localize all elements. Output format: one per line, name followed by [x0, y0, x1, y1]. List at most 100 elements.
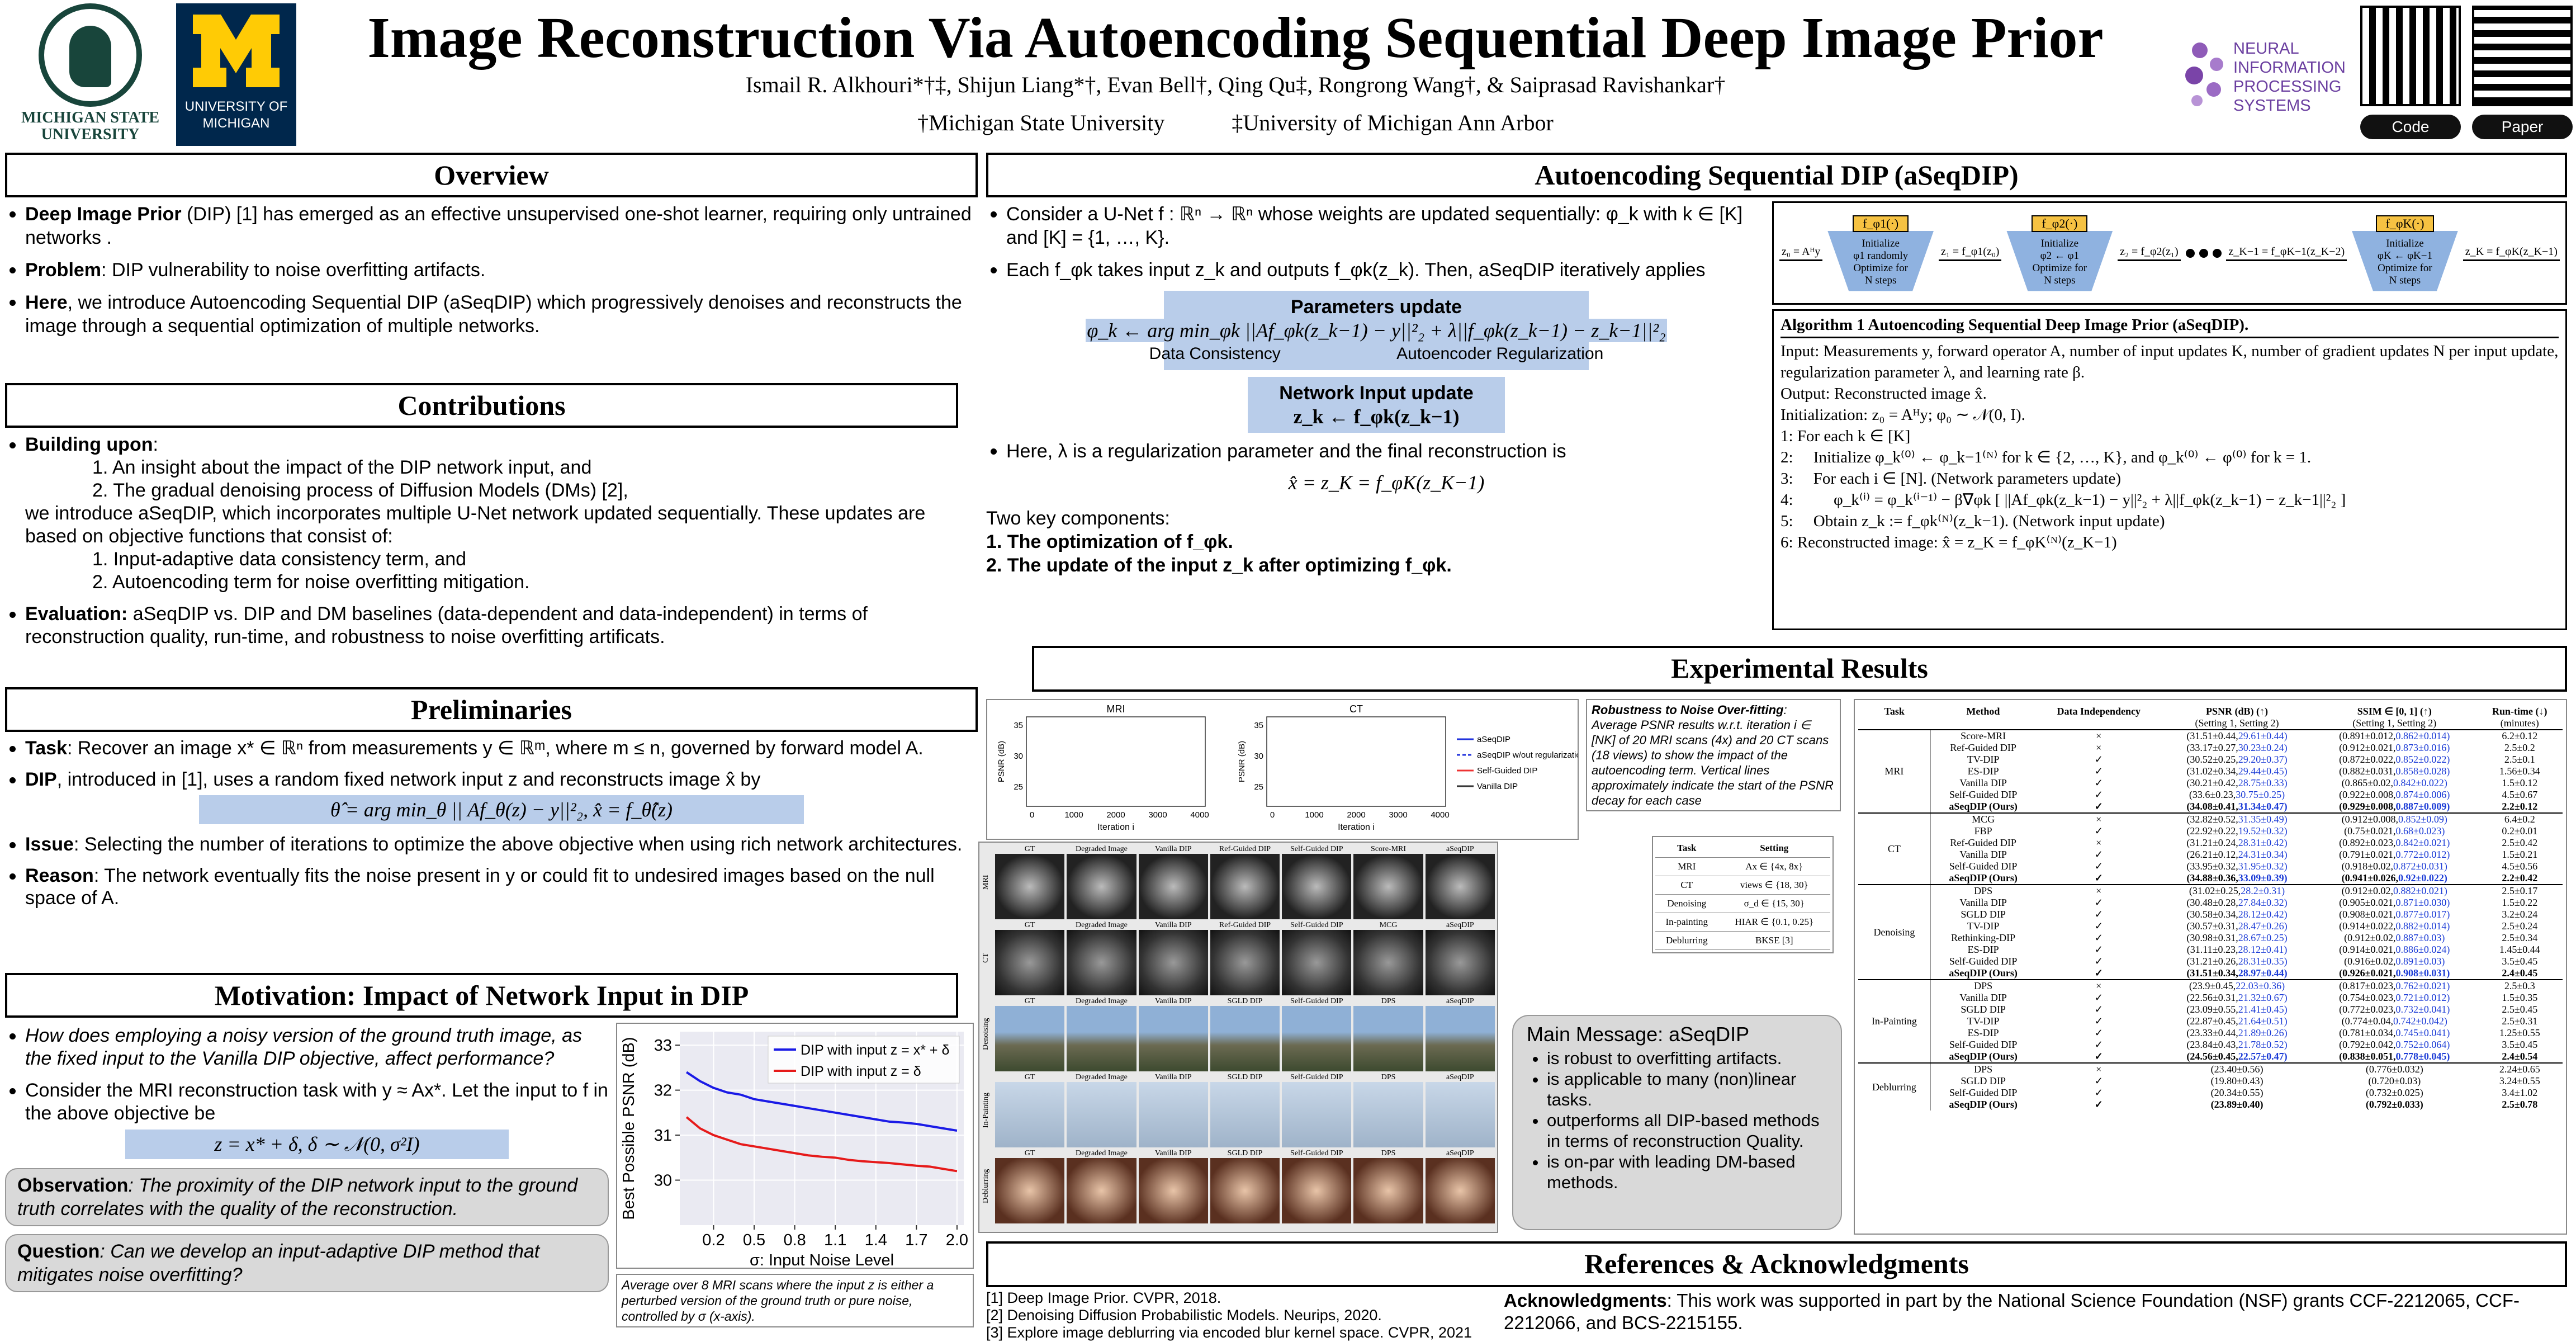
x-tick-label: 0 [1030, 810, 1034, 820]
setting-1-value: (34.08±0.41, [2186, 801, 2238, 812]
image-caption: aSeqDIP [1446, 997, 1474, 1005]
setting-1-value: (0.891±0.012, [2339, 730, 2396, 741]
item-text: (DIP) [1] has emerged as an effective un… [25, 204, 972, 248]
setting-2-value: 28.31±0.42) [2238, 837, 2288, 848]
metric-cell: (0.872±0.022,0.852±0.022) [2312, 754, 2476, 765]
metric-cell: (31.21±0.26,28.31±0.35) [2162, 956, 2312, 967]
qr-code [2360, 6, 2461, 106]
logo-dot [2192, 42, 2208, 58]
method-cell: SGLD DIP [1961, 1075, 2006, 1086]
x-tick-label: 0.5 [743, 1231, 765, 1249]
list-item: DIP, introduced in [1], uses a random fi… [5, 768, 978, 824]
logo-text: UNIVERSITY [41, 126, 140, 143]
method-cell: aSeqDIP (Ours) [1949, 801, 2018, 812]
method-cell: Score-MRI [1930, 729, 2036, 742]
item-text: , we introduce Autoencoding Sequential D… [25, 292, 962, 337]
independency-cell: ✓ [2094, 967, 2103, 979]
method-cell: Ref-Guided DIP [1950, 837, 2016, 848]
ellipsis-dot [2199, 248, 2208, 258]
table-row: aSeqDIP (Ours) ✓ (31.51±0.34,28.97±0.44) (0… [1858, 967, 2563, 980]
setting-1-value: (31.02±0.34, [2186, 765, 2238, 777]
metric-cell: (23.9±0.45,22.03±0.36) [2162, 979, 2313, 992]
setting-1-value: (23.09±0.55, [2186, 1004, 2238, 1015]
item-text: : Can we develop an input-adaptive DIP m… [17, 1241, 540, 1286]
runtime-cell: 2.5±0.3 [2476, 979, 2563, 992]
image-thumb [1282, 854, 1352, 919]
setting-2-value: 0.742±0.042) [2393, 1015, 2447, 1027]
metric-cell: (24.56±0.45,22.57±0.47) [2162, 1051, 2312, 1063]
runtime-cell: 2.2±0.42 [2502, 872, 2538, 883]
y-tick-label: 31 [654, 1127, 672, 1145]
setting-1-value: (0.732±0.025) [2365, 1087, 2423, 1098]
lead-text: Building upon [25, 434, 153, 455]
image-caption: SGLD DIP [1227, 1073, 1263, 1081]
setting-1-value: (0.792±0.033) [2365, 1099, 2423, 1110]
setting-2-value: 22.03±0.36) [2236, 980, 2285, 991]
metric-cell: (0.732±0.025) [2312, 1087, 2476, 1099]
arrow-label: z₂ = f_φ2(z₁) [2118, 245, 2181, 261]
setting-1-value: (0.892±0.023, [2339, 837, 2396, 848]
legend-label: aSeqDIP w/out regularization [1477, 750, 1578, 760]
lead-text: Reason [25, 865, 94, 886]
lead-text: Robustness to Noise Over-fitting [1592, 703, 1784, 717]
setting-1-value: (0.914±0.022, [2339, 920, 2396, 932]
x-tick-label: 1.4 [865, 1231, 887, 1249]
table-header-cell: PSNR (dB) (↑) (Setting 1, Setting 2) [2162, 706, 2312, 730]
image-caption: Self-Guided DIP [1290, 921, 1343, 929]
message-item: outperforms all DIP-based methods in ter… [1547, 1110, 1827, 1151]
image-cell: GT [995, 845, 1065, 919]
logo-text: PROCESSING [2233, 78, 2342, 96]
image-cell: aSeqDIP [1425, 997, 1495, 1071]
x-tick-label: 2.0 [946, 1231, 968, 1249]
row-label: Denoising [982, 1018, 990, 1051]
chart-frame: 30 31 32 33 0.2 0.5 0.8 1.1 1.4 1.7 2.0 σ: Input No… [616, 1023, 974, 1269]
setting-2-value: 0.887±0.009) [2395, 801, 2450, 812]
metric-cell: (0.912±0.02,0.887±0.03) [2312, 932, 2476, 944]
image-thumb [1210, 1006, 1280, 1071]
task-cell: Deblurring [1858, 1062, 1931, 1111]
independency-cell: ✓ [2094, 765, 2103, 777]
method-cell: MCG [1930, 812, 2036, 825]
table-row: Self-Guided DIP ✓ (23.84±0.43,21.78±0.52)(… [1858, 1039, 2563, 1051]
runtime-cell: 0.2±0.01 [2502, 825, 2538, 837]
algorithm-line: Initialization: z₀ = Aᴴy; φ₀ ∼ 𝒩(0, I). [1781, 406, 2025, 424]
method-cell: FBP [1974, 825, 1992, 837]
method-cell: SGLD DIP [1961, 1004, 2006, 1015]
image-thumb [995, 930, 1065, 995]
image-cell: Vanilla DIP [1138, 997, 1208, 1071]
runtime-cell: 1.45±0.44 [2499, 944, 2540, 955]
block-body: Initialize φK ← φK−1 Optimize for N steps [2351, 230, 2458, 291]
block-body: Initialize φ2 ← φ1 Optimize for N steps [2006, 230, 2113, 291]
equation: x̂ = z_K = f_φK(z_K−1) [1288, 471, 1485, 494]
parameters-box: Parameters update φ_k ← arg min_φk ||Af_φ… [1086, 291, 1667, 370]
item-text: Consider a U-Net f : ℝⁿ → ℝⁿ whose weigh… [1006, 204, 1743, 248]
table-group: In-Painting DPS × (23.9±0.45,22.03±0.36) (0.… [1858, 979, 2563, 1063]
algorithm-line: 3: For each i ∈ [N]. (Network parameters… [1781, 470, 2122, 488]
ellipsis [2185, 248, 2222, 258]
header-main: PSNR (dB) (↑) [2206, 706, 2269, 717]
qr-code [2472, 6, 2573, 106]
x-tick-label: 2000 [1106, 810, 1125, 820]
y-tick-label: 30 [1014, 752, 1023, 761]
image-cell: Degraded Image [1067, 845, 1137, 919]
independency-cell: ✓ [2094, 789, 2103, 800]
setting-1-value: (0.918±0.02, [2341, 861, 2394, 872]
y-tick-label: 25 [1254, 782, 1263, 792]
setting-1-value: (30.58±0.34, [2186, 909, 2238, 920]
lead-text: Task [25, 738, 67, 759]
lead-text: DIP [25, 769, 57, 790]
image-cell: GT [995, 921, 1065, 995]
image-thumb [1282, 1006, 1352, 1071]
runtime-cell: 1.25±0.55 [2499, 1027, 2540, 1038]
table-group: Deblurring DPS × (23.40±0.56) (0.776±0.032) 2… [1858, 1062, 2563, 1111]
lead-text: Question [17, 1241, 100, 1262]
setting-1-value: (0.817±0.023, [2339, 980, 2396, 991]
metric-cell: (31.11±0.23,28.12±0.41) [2162, 944, 2312, 956]
preliminaries: Task: Recover an image x* ∈ ℝⁿ from meas… [5, 737, 978, 918]
independency-cell: ✓ [2094, 897, 2103, 908]
metric-cell: (0.792±0.033) [2312, 1099, 2476, 1111]
method-cell: Self-Guided DIP [1949, 956, 2018, 967]
metric-cell: (0.905±0.021,0.871±0.030) [2312, 897, 2476, 909]
metric-cell: (33.17±0.27,30.23±0.24) [2162, 742, 2312, 754]
setting-2-value: 29.20±0.37) [2238, 754, 2288, 765]
